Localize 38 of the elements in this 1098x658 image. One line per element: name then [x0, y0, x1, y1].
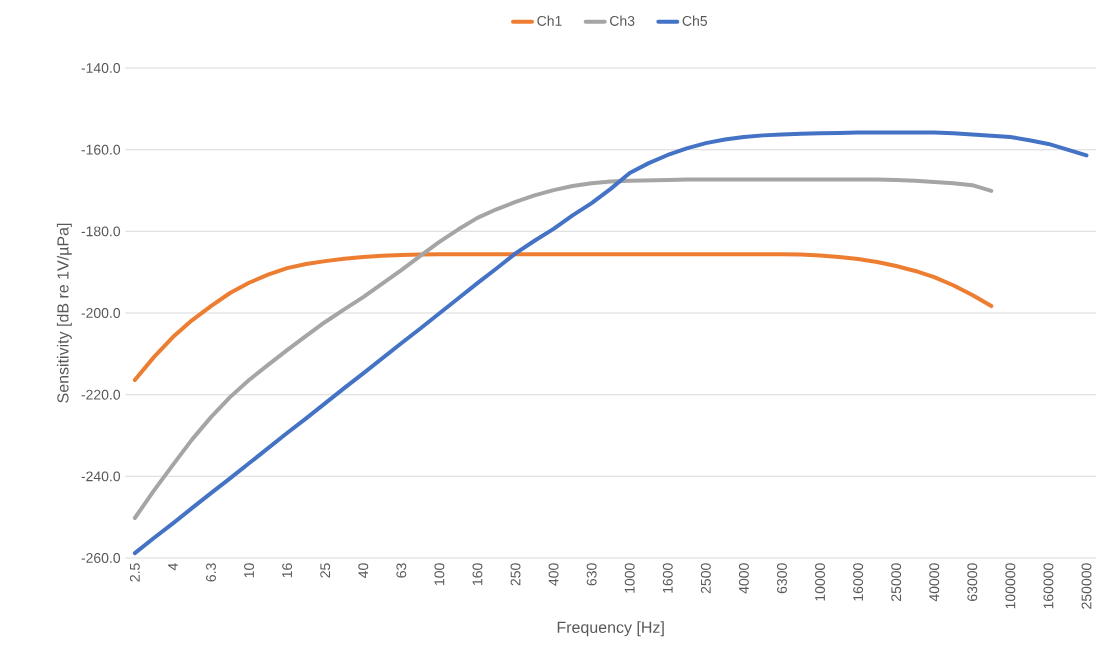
y-tick-label: -220.0 — [81, 389, 121, 400]
x-tick-label: 2.5 — [129, 563, 140, 582]
x-tick-label: 100 — [434, 563, 445, 585]
x-tick-label: 25000 — [891, 563, 902, 601]
x-tick-label: 250 — [510, 563, 521, 586]
y-tick-label: -200.0 — [81, 308, 121, 318]
x-tick-label: 4000 — [738, 563, 749, 594]
y-tick-label: -180.0 — [81, 226, 121, 237]
x-tick-label: 40 — [358, 563, 369, 578]
legend-label: Ch3 — [610, 15, 635, 26]
y-axis-title: Sensitivity [dB re 1V/µPa] — [56, 223, 72, 403]
x-axis-title: Frequency [Hz] — [557, 621, 664, 637]
y-tick-label: -160.0 — [81, 144, 121, 155]
x-tick-label: 1000 — [624, 563, 635, 593]
x-tick-label: 63000 — [967, 563, 978, 601]
x-tick-label: 16000 — [853, 563, 864, 601]
legend-label: Ch1 — [537, 15, 562, 26]
x-tick-label: 40000 — [929, 563, 940, 602]
x-tick-label: 100000 — [1005, 563, 1016, 609]
x-tick-label: 63 — [396, 563, 407, 578]
x-tick-label: 6300 — [777, 563, 787, 594]
x-tick-label: 4 — [168, 563, 178, 571]
x-tick-label: 630 — [586, 563, 597, 586]
x-tick-label: 10000 — [815, 563, 825, 601]
x-tick-label: 250000 — [1081, 563, 1092, 609]
x-tick-label: 160000 — [1043, 563, 1054, 609]
x-tick-label: 2500 — [700, 563, 711, 594]
x-tick-label: 1600 — [662, 563, 673, 593]
y-tick-label: -260.0 — [81, 553, 121, 563]
y-tick-label: -240.0 — [81, 471, 121, 482]
x-tick-label: 10 — [244, 563, 255, 578]
y-tick-label: -140.0 — [81, 63, 121, 73]
x-tick-label: 25 — [320, 563, 331, 578]
x-tick-label: 6.3 — [206, 563, 216, 582]
x-tick-label: 400 — [548, 563, 559, 586]
x-tick-label: 16 — [282, 563, 293, 578]
x-tick-label: 160 — [472, 563, 483, 585]
legend-label: Ch5 — [682, 15, 708, 26]
